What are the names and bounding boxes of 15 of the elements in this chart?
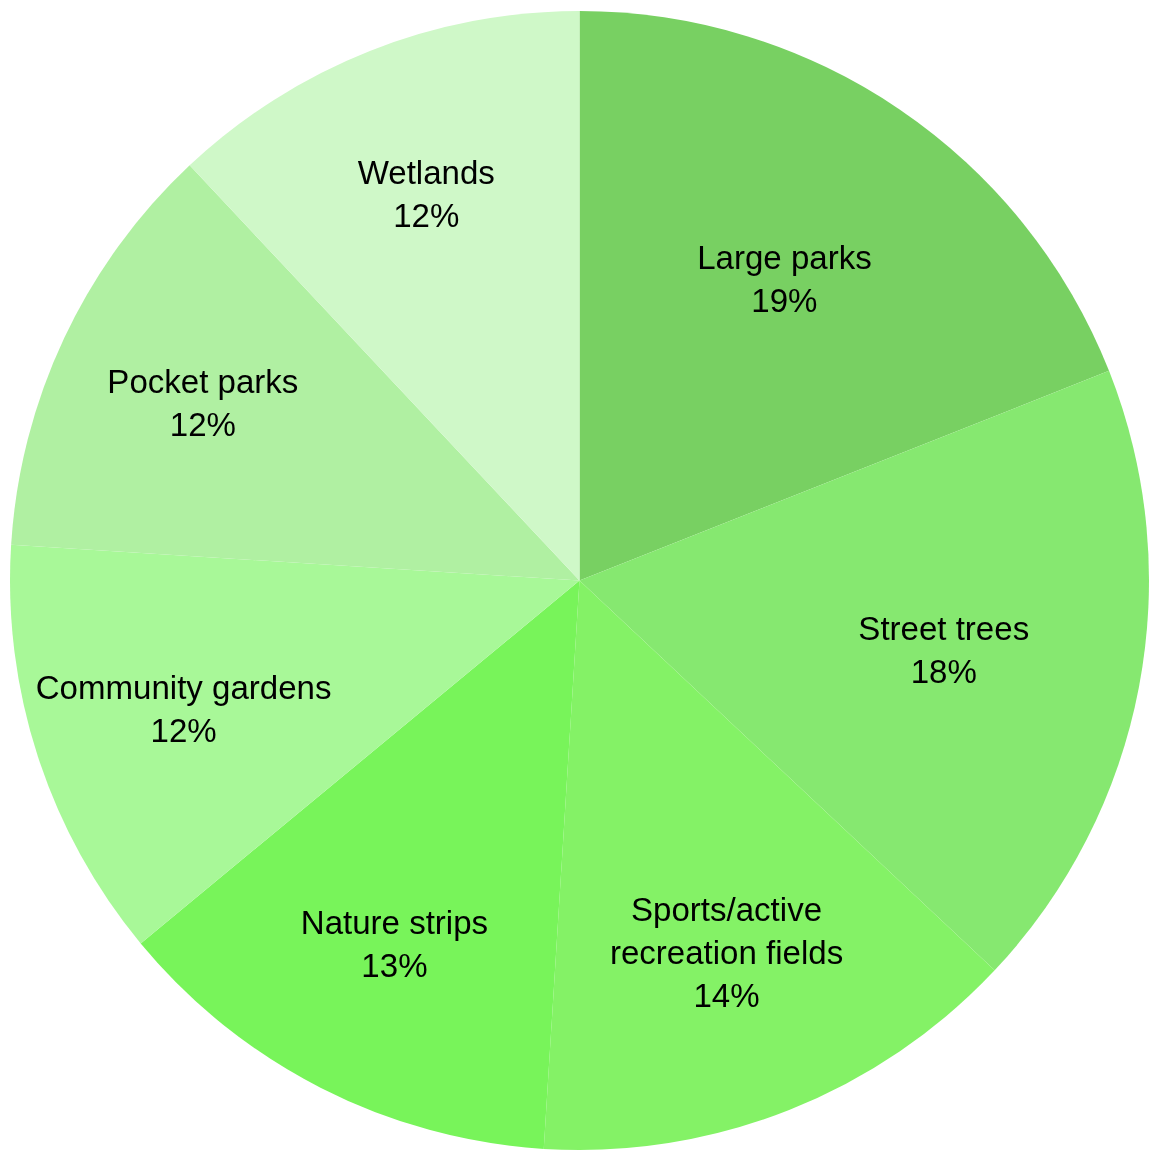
slice-label: Nature strips — [300, 903, 489, 941]
data-label: 19% — [751, 282, 818, 320]
data-label: 12% — [150, 712, 217, 750]
data-label: 12% — [393, 196, 460, 234]
slice-label: Street trees — [858, 610, 1030, 648]
slice-label: Wetlands — [357, 153, 495, 191]
data-label: 13% — [361, 946, 428, 984]
slice-label: Pocket parks — [107, 363, 299, 401]
data-label: 14% — [693, 976, 760, 1014]
pie-slice — [579, 11, 1110, 581]
data-label: 18% — [910, 653, 977, 691]
slice-label: Community gardens — [35, 669, 332, 707]
slice-label: Sports/active recreation fields — [609, 890, 844, 971]
data-label: 12% — [169, 406, 236, 444]
slice-label: Large parks — [697, 239, 872, 277]
